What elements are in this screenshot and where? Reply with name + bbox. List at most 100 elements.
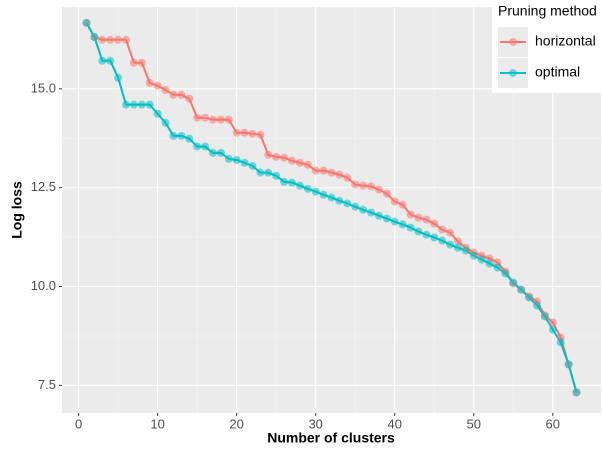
data-point	[106, 35, 115, 44]
data-point	[82, 18, 91, 27]
x-tick-label: 10	[150, 416, 164, 431]
data-point	[430, 233, 439, 242]
data-point	[98, 35, 107, 44]
data-point	[248, 129, 257, 138]
data-point	[232, 155, 241, 164]
data-point	[280, 177, 289, 186]
data-point	[406, 210, 415, 219]
data-point	[556, 338, 565, 347]
data-point	[169, 90, 178, 99]
legend-key-point	[509, 69, 517, 77]
data-point	[185, 134, 194, 143]
data-point	[343, 173, 352, 182]
data-point	[469, 251, 478, 260]
legend: Pruning method horizontal optimal	[492, 0, 603, 93]
data-point	[122, 100, 131, 109]
data-point	[177, 90, 186, 99]
data-point	[287, 156, 296, 165]
data-point	[311, 166, 320, 175]
data-point	[319, 166, 328, 175]
data-point	[303, 184, 312, 193]
data-point	[280, 153, 289, 162]
data-point	[272, 171, 281, 180]
data-point	[185, 94, 194, 103]
data-point	[493, 263, 502, 272]
legend-label: horizontal	[535, 33, 596, 49]
data-point	[374, 185, 383, 194]
data-point	[129, 100, 138, 109]
x-axis-title: Number of clusters	[267, 430, 395, 446]
data-point	[453, 237, 462, 246]
data-point	[509, 278, 518, 287]
data-point	[374, 211, 383, 220]
data-point	[193, 113, 202, 122]
data-point	[137, 100, 146, 109]
data-point	[208, 148, 217, 157]
data-point	[525, 293, 534, 302]
data-point	[153, 81, 162, 90]
data-point	[311, 187, 320, 196]
data-point	[414, 213, 423, 222]
data-point	[153, 109, 162, 118]
data-point	[564, 360, 573, 369]
data-point	[572, 388, 581, 397]
data-point	[240, 158, 249, 167]
data-point	[145, 78, 154, 87]
data-point	[548, 318, 557, 327]
y-tick-label: 12.5	[31, 179, 56, 194]
data-point	[201, 113, 210, 122]
data-point	[367, 182, 376, 191]
data-point	[232, 128, 241, 137]
data-point	[438, 225, 447, 234]
data-point	[201, 142, 210, 151]
data-point	[208, 115, 217, 124]
x-tick-label: 0	[75, 416, 82, 431]
data-point	[272, 152, 281, 161]
data-point	[169, 131, 178, 140]
data-point	[319, 190, 328, 199]
data-point	[382, 214, 391, 223]
x-tick-label: 30	[308, 416, 322, 431]
data-point	[256, 130, 265, 139]
data-point	[453, 243, 462, 252]
data-point	[90, 33, 99, 42]
data-point	[327, 193, 336, 202]
x-tick-label: 20	[229, 416, 243, 431]
data-point	[446, 240, 455, 249]
data-point	[335, 170, 344, 179]
x-tick-label: 50	[467, 416, 481, 431]
data-point	[406, 223, 415, 232]
data-point	[351, 202, 360, 211]
data-point	[295, 158, 304, 167]
data-point	[240, 128, 249, 137]
y-axis-title: Log loss	[9, 181, 25, 239]
data-point	[287, 178, 296, 187]
data-point	[129, 58, 138, 67]
data-point	[414, 227, 423, 236]
data-point	[335, 196, 344, 205]
data-point	[216, 115, 225, 124]
data-point	[548, 325, 557, 334]
data-point	[517, 285, 526, 294]
x-tick-label: 60	[546, 416, 560, 431]
data-point	[461, 246, 470, 255]
y-tick-label: 10.0	[31, 278, 56, 293]
data-point	[256, 168, 265, 177]
legend-label: optimal	[535, 64, 580, 80]
data-point	[477, 255, 486, 264]
data-point	[137, 58, 146, 67]
data-point	[398, 220, 407, 229]
data-point	[106, 56, 115, 65]
y-tick-label: 7.5	[38, 377, 56, 392]
data-point	[430, 219, 439, 228]
data-point	[382, 189, 391, 198]
data-point	[438, 236, 447, 245]
legend-key-point	[509, 38, 517, 46]
data-point	[161, 118, 170, 127]
data-point	[446, 228, 455, 237]
data-point	[390, 197, 399, 206]
data-point	[540, 312, 549, 321]
data-point	[485, 259, 494, 268]
data-point	[359, 205, 368, 214]
data-point	[248, 161, 257, 170]
